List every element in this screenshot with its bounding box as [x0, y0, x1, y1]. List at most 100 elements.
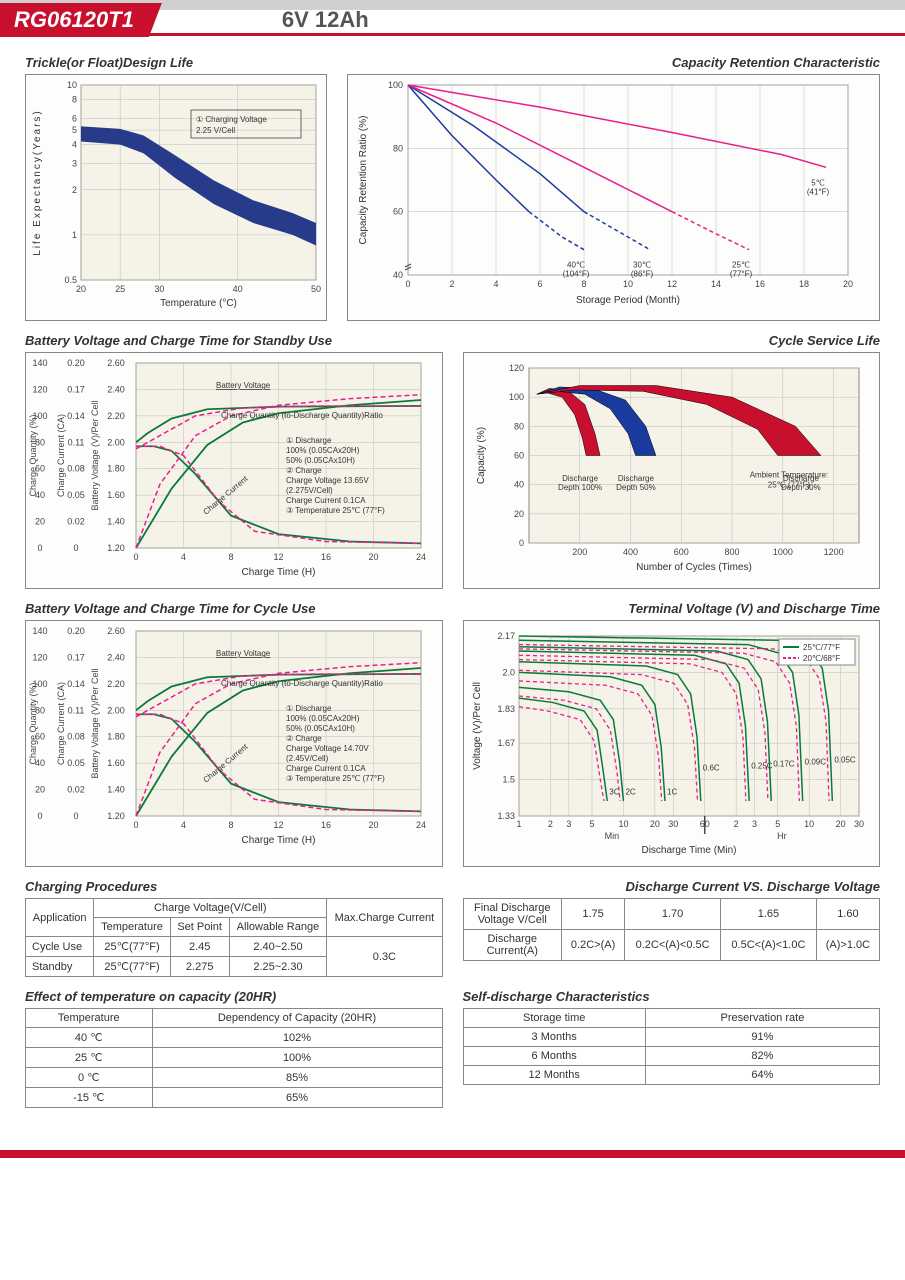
svg-text:Life Expectancy(Years): Life Expectancy(Years)	[32, 109, 43, 255]
svg-text:Charge Current 0.1CA: Charge Current 0.1CA	[286, 496, 366, 505]
svg-text:40℃: 40℃	[567, 261, 585, 270]
svg-text:(104°F): (104°F)	[563, 270, 590, 279]
svg-text:25: 25	[115, 284, 125, 294]
svg-text:50: 50	[311, 284, 321, 294]
svg-text:5: 5	[589, 819, 594, 829]
svg-text:1C: 1C	[667, 788, 677, 797]
svg-text:Battery Voltage: Battery Voltage	[216, 381, 271, 390]
svg-text:1.83: 1.83	[497, 704, 515, 714]
svg-text:0.05: 0.05	[67, 490, 85, 500]
svg-text:Storage Period (Month): Storage Period (Month)	[576, 295, 680, 306]
terminal-title: Terminal Voltage (V) and Discharge Time	[463, 601, 881, 616]
tempeffect-table: TemperatureDependency of Capacity (20HR)…	[25, 1008, 443, 1108]
svg-text:Discharge: Discharge	[562, 474, 599, 483]
svg-text:2: 2	[449, 279, 454, 289]
selfdis-table: Storage timePreservation rate 3 Months91…	[463, 1008, 881, 1085]
svg-text:③ Temperature 25℃ (77°F): ③ Temperature 25℃ (77°F)	[286, 774, 385, 783]
svg-text:1.33: 1.33	[497, 811, 515, 821]
svg-text:1.20: 1.20	[107, 811, 125, 821]
terminal-chart: 1.331.51.671.832.02.17123510203060235102…	[464, 621, 874, 866]
svg-text:10: 10	[618, 819, 628, 829]
cyclelife-chart: 02040608010012020040060080010001200Disch…	[464, 353, 874, 588]
svg-text:6: 6	[537, 279, 542, 289]
svg-text:5℃: 5℃	[811, 178, 824, 187]
svg-text:3C: 3C	[609, 788, 619, 797]
svg-text:100% (0.05CAx20H): 100% (0.05CAx20H)	[286, 714, 360, 723]
svg-text:16: 16	[321, 820, 331, 830]
svg-text:1.80: 1.80	[107, 732, 125, 742]
svg-text:1.40: 1.40	[107, 517, 125, 527]
svg-text:0.20: 0.20	[67, 358, 85, 368]
svg-text:Charge Current (CA): Charge Current (CA)	[56, 414, 66, 497]
charging-title: Charging Procedures	[25, 879, 443, 894]
svg-text:2.60: 2.60	[107, 626, 125, 636]
svg-text:20: 20	[76, 284, 86, 294]
svg-text:0: 0	[73, 543, 78, 553]
svg-text:2.20: 2.20	[107, 679, 125, 689]
svg-text:0.08: 0.08	[67, 732, 85, 742]
svg-text:0.08: 0.08	[67, 464, 85, 474]
model-badge: RG06120T1	[0, 3, 162, 37]
svg-text:0.14: 0.14	[67, 679, 85, 689]
svg-text:2.40: 2.40	[107, 384, 125, 394]
svg-text:Charge Quantity (to-Discharge: Charge Quantity (to-Discharge Quantity)R…	[221, 411, 383, 420]
svg-text:① Discharge: ① Discharge	[286, 436, 332, 445]
dvd-table: Final Discharge Voltage V/Cell1.751.701.…	[463, 898, 881, 961]
cyclelife-title: Cycle Service Life	[463, 333, 881, 348]
svg-text:140: 140	[32, 626, 47, 636]
svg-text:0.14: 0.14	[67, 411, 85, 421]
trickle-chart: 0.51234568102025304050① Charging Voltage…	[26, 75, 326, 320]
svg-text:Charge Time (H): Charge Time (H)	[242, 567, 316, 578]
svg-text:20: 20	[843, 279, 853, 289]
svg-text:2.0: 2.0	[502, 667, 515, 677]
svg-text:200: 200	[572, 547, 587, 557]
svg-text:120: 120	[32, 652, 47, 662]
svg-text:2: 2	[547, 819, 552, 829]
svg-text:Depth 50%: Depth 50%	[616, 483, 656, 492]
svg-text:600: 600	[673, 547, 688, 557]
svg-text:Charge Time (H): Charge Time (H)	[242, 835, 316, 846]
svg-text:Capacity Retention Ratio (%): Capacity Retention Ratio (%)	[358, 116, 369, 245]
svg-text:30℃: 30℃	[633, 261, 651, 270]
dvd-title: Discharge Current VS. Discharge Voltage	[463, 879, 881, 894]
svg-text:12: 12	[273, 820, 283, 830]
svg-text:① Discharge: ① Discharge	[286, 704, 332, 713]
svg-text:0: 0	[37, 543, 42, 553]
svg-text:50% (0.05CAx10H): 50% (0.05CAx10H)	[286, 724, 355, 733]
svg-text:Charge Current (CA): Charge Current (CA)	[56, 682, 66, 765]
svg-text:6: 6	[72, 113, 77, 123]
svg-text:20: 20	[513, 509, 523, 519]
svg-text:(77°F): (77°F)	[730, 270, 753, 279]
svg-text:0: 0	[37, 811, 42, 821]
svg-text:1.80: 1.80	[107, 464, 125, 474]
svg-text:1.60: 1.60	[107, 758, 125, 768]
svg-text:Min: Min	[604, 831, 619, 841]
svg-text:0.02: 0.02	[67, 785, 85, 795]
svg-text:4: 4	[72, 140, 77, 150]
svg-text:2.20: 2.20	[107, 411, 125, 421]
svg-text:0.17: 0.17	[67, 384, 85, 394]
svg-text:10: 10	[623, 279, 633, 289]
svg-text:(86°F): (86°F)	[631, 270, 654, 279]
svg-text:0.6C: 0.6C	[702, 764, 719, 773]
svg-text:0.02: 0.02	[67, 517, 85, 527]
svg-text:① Charging Voltage: ① Charging Voltage	[196, 115, 267, 124]
svg-text:25℃: 25℃	[732, 261, 750, 270]
svg-text:2C: 2C	[625, 788, 635, 797]
svg-text:20: 20	[649, 819, 659, 829]
svg-text:60: 60	[393, 207, 403, 217]
svg-text:8: 8	[581, 279, 586, 289]
retention-title: Capacity Retention Characteristic	[347, 55, 880, 70]
svg-text:0: 0	[518, 538, 523, 548]
svg-text:400: 400	[623, 547, 638, 557]
charging-table: ApplicationCharge Voltage(V/Cell)Max.Cha…	[25, 898, 443, 977]
svg-text:100% (0.05CAx20H): 100% (0.05CAx20H)	[286, 446, 360, 455]
svg-text:2.00: 2.00	[107, 437, 125, 447]
svg-text:120: 120	[508, 363, 523, 373]
svg-text:3: 3	[752, 819, 757, 829]
svg-text:0.20: 0.20	[67, 626, 85, 636]
svg-text:Temperature (°C): Temperature (°C)	[160, 298, 237, 309]
svg-text:50% (0.05CAx10H): 50% (0.05CAx10H)	[286, 456, 355, 465]
svg-text:4: 4	[181, 820, 186, 830]
svg-text:1200: 1200	[823, 547, 843, 557]
